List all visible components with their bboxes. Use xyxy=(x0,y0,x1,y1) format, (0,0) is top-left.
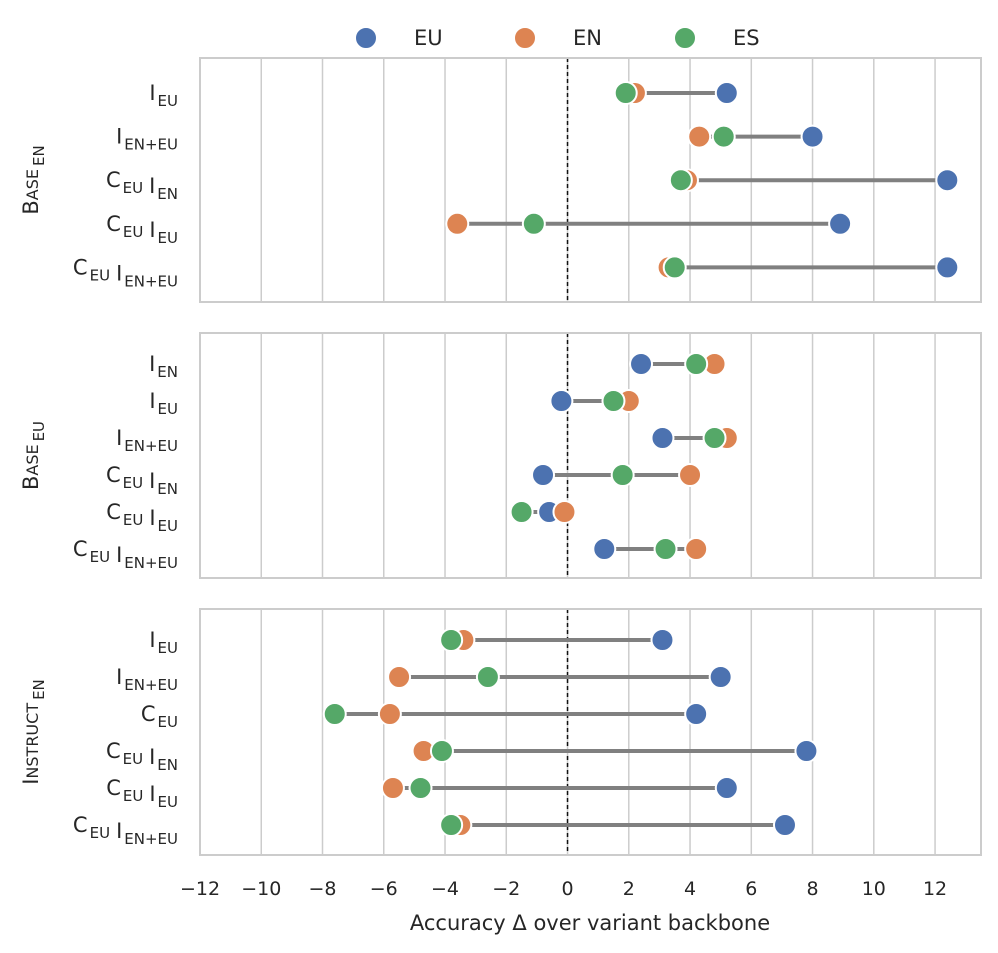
point-eu xyxy=(531,463,556,487)
panel-3: I EU I EN+EU C EU C EU I ENC EU I EUC EU I EN+EU INSTRUC… xyxy=(19,608,982,856)
point-eu xyxy=(650,426,675,450)
point-eu xyxy=(935,168,960,193)
point-es xyxy=(429,739,454,763)
row-label: C EU I EN+EU xyxy=(73,537,178,572)
row-label: C EU I EN xyxy=(106,463,178,498)
row-label: C EU I EN+EU xyxy=(73,813,178,848)
point-eu xyxy=(592,537,617,561)
point-es xyxy=(702,426,727,450)
legend-item-en: EN xyxy=(513,26,602,50)
panel-1: I EU I EN+EU C EU I EN C EU I EU C EU I EN+EU BASEEN xyxy=(19,57,982,303)
panel-frame xyxy=(199,332,982,579)
row-label: C EU I EU xyxy=(106,500,178,535)
x-tick-label: 10 xyxy=(862,878,886,900)
point-en xyxy=(377,702,402,726)
point-en xyxy=(445,211,470,236)
row-label: I EN+EU xyxy=(116,125,178,154)
row-label: C EU I EN xyxy=(106,168,178,203)
legend-item-eu: EU xyxy=(354,26,443,50)
point-eu xyxy=(708,665,733,689)
point-eu xyxy=(549,389,574,413)
row-label: I EU xyxy=(149,81,178,110)
point-es xyxy=(684,352,709,376)
x-tick-label: 8 xyxy=(807,878,819,900)
x-axis-title: Accuracy Δ over variant backbone xyxy=(410,911,770,935)
point-es xyxy=(662,255,687,280)
x-tick-label: 6 xyxy=(745,878,757,900)
panel-ylabel: BASEEN xyxy=(19,145,48,214)
point-eu xyxy=(629,352,654,376)
legend-label: ES xyxy=(733,26,760,50)
point-en xyxy=(387,665,412,689)
point-eu xyxy=(800,124,825,149)
panel-ylabel: BASEEU xyxy=(19,421,48,490)
x-tick-label: 12 xyxy=(923,878,947,900)
point-es xyxy=(601,389,626,413)
point-eu xyxy=(714,776,739,800)
point-es xyxy=(610,463,635,487)
point-en xyxy=(684,537,709,561)
x-tick-label: −6 xyxy=(370,878,398,900)
row-label: I EN+EU xyxy=(116,426,178,455)
point-eu xyxy=(828,211,853,236)
x-tick-label: −10 xyxy=(241,878,281,900)
point-es xyxy=(613,81,638,105)
row-label: I EU xyxy=(149,389,178,418)
row-label: C EU xyxy=(141,702,178,731)
x-tick-label: −12 xyxy=(180,878,220,900)
row-label: I EN+EU xyxy=(116,665,178,694)
legend-label: EU xyxy=(414,26,443,50)
row-label: C EU I EN+EU xyxy=(73,255,178,290)
panel-ylabel: INSTRUCTEN xyxy=(19,679,48,785)
point-eu xyxy=(714,81,739,105)
row-label: I EN xyxy=(149,352,178,381)
panel-frame xyxy=(199,57,982,303)
point-es xyxy=(668,168,693,193)
legend-marker xyxy=(673,26,697,50)
point-es xyxy=(439,628,464,652)
point-en xyxy=(687,124,712,149)
point-es xyxy=(408,776,433,800)
x-tick-label: −2 xyxy=(492,878,520,900)
row-label: C EU I EU xyxy=(106,212,178,247)
legend-label: EN xyxy=(573,26,602,50)
panel-2: I EN I EU I EN+EU C EU I ENC EU I EUC EU I EN+EU BASEEU xyxy=(19,332,982,579)
legend-marker xyxy=(354,26,378,50)
point-en xyxy=(678,463,703,487)
point-eu xyxy=(772,813,797,837)
legend: EU EN ES xyxy=(354,26,760,50)
point-eu xyxy=(794,739,819,763)
point-eu xyxy=(650,628,675,652)
x-tick-label: 2 xyxy=(623,878,635,900)
point-es xyxy=(509,500,534,524)
panel-frame xyxy=(199,608,982,856)
row-label: I EU xyxy=(149,628,178,657)
point-es xyxy=(521,211,546,236)
x-tick-label: 4 xyxy=(684,878,696,900)
point-es xyxy=(475,665,500,689)
point-eu xyxy=(684,702,709,726)
point-es xyxy=(653,537,678,561)
legend-item-es: ES xyxy=(673,26,760,50)
x-tick-label: −4 xyxy=(431,878,459,900)
point-es xyxy=(439,813,464,837)
point-en xyxy=(552,500,577,524)
row-label: C EU I EN xyxy=(106,739,178,774)
point-eu xyxy=(935,255,960,280)
point-es xyxy=(711,124,736,149)
x-axis: Accuracy Δ over variant backbone −12 −10 −… xyxy=(180,878,947,935)
point-en xyxy=(380,776,405,800)
point-es xyxy=(322,702,347,726)
legend-marker xyxy=(513,26,537,50)
x-tick-label: 0 xyxy=(561,878,573,900)
row-label: C EU I EU xyxy=(106,776,178,811)
x-tick-label: −8 xyxy=(309,878,337,900)
